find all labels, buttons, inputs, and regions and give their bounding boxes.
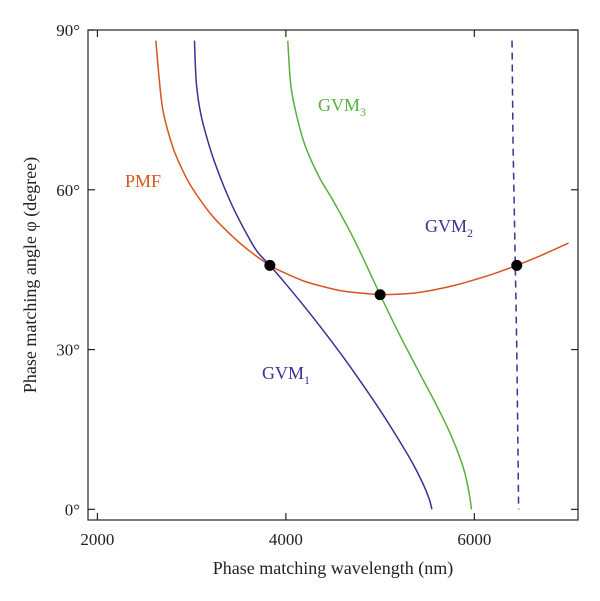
series-layer — [155, 40, 569, 510]
plot-frame — [87, 29, 579, 521]
points-layer — [264, 259, 523, 301]
ticks-layer: 2000 4000 6000 0° 30° 60° 90° — [56, 21, 578, 549]
y-axis-label: Phase matching angle φ (degree) — [20, 157, 41, 393]
intersection-point-3 — [511, 259, 523, 271]
intersection-point-1 — [264, 259, 276, 271]
x-tick-label-4000: 4000 — [269, 530, 303, 549]
y-tick-label-60: 60° — [56, 181, 80, 200]
series-label-gvm3: GVM3 — [318, 95, 366, 119]
x-tick-label-2000: 2000 — [80, 530, 114, 549]
series-line-gvm3 — [287, 40, 473, 510]
x-tick-label-6000: 6000 — [457, 530, 491, 549]
series-label-pmf: PMF — [125, 171, 161, 191]
intersection-point-2 — [374, 289, 386, 301]
y-tick-label-0: 0° — [65, 500, 80, 519]
series-line-pmf — [155, 40, 569, 296]
series-label-gvm2: GVM2 — [425, 216, 473, 240]
series-line-gvm1 — [193, 40, 433, 510]
x-axis-label: Phase matching wavelength (nm) — [213, 558, 453, 579]
y-tick-label-90: 90° — [56, 21, 80, 40]
series-label-gvm1: GVM1 — [262, 363, 310, 387]
series-labels-layer: PMF GVM1 GVM3 GVM2 — [125, 95, 473, 387]
series-line-gvm2 — [511, 40, 520, 510]
y-tick-label-30: 30° — [56, 341, 80, 360]
